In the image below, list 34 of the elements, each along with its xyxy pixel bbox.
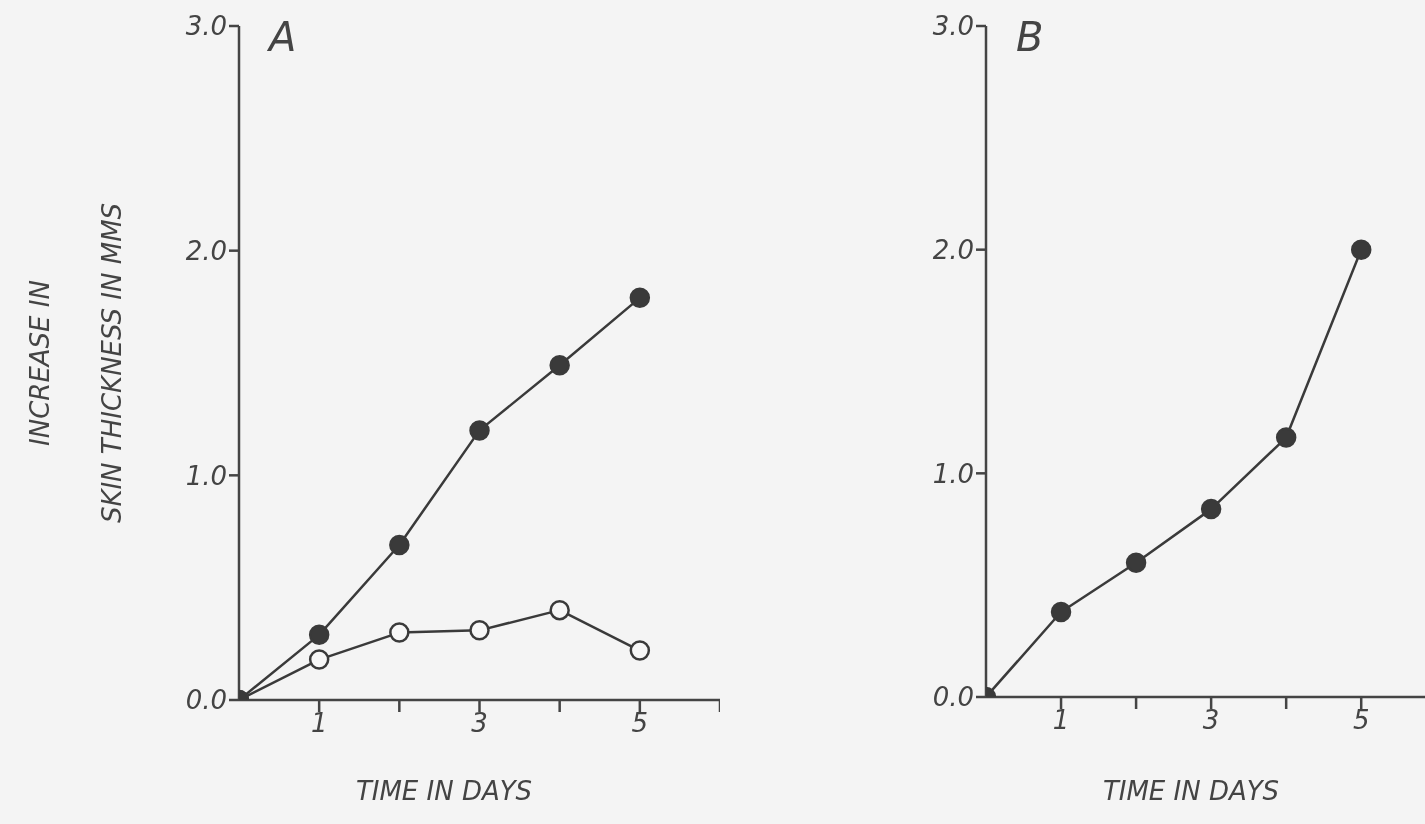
y-tick-label: 3.0 — [932, 11, 974, 42]
x-tick-label: 1 — [1052, 705, 1070, 736]
x-tick-label: 3 — [471, 708, 488, 739]
text: INCREASE IN SKIN THICKNESS IN MMS — [25, 202, 127, 524]
x-tick-label: 5 — [1352, 705, 1370, 736]
y-tick-label: 3.0 — [185, 11, 227, 42]
x-tick-label: 3 — [1202, 705, 1220, 736]
point — [1050, 601, 1072, 623]
point — [1350, 239, 1372, 260]
y-tick-label: 2.0 — [932, 234, 974, 265]
y-tick-label: 0.0 — [932, 682, 974, 713]
y-tick-label: 1.0 — [932, 458, 974, 489]
point — [549, 355, 570, 376]
point — [389, 622, 410, 643]
point — [629, 287, 651, 309]
y-tick-label: 1.0 — [185, 460, 227, 491]
point — [389, 534, 410, 556]
point — [469, 420, 490, 441]
point — [308, 649, 330, 670]
point — [629, 640, 651, 661]
x-axis-title: TIME IN DAYS — [1101, 776, 1281, 806]
y-tick-label: 0.0 — [185, 685, 227, 716]
point — [549, 599, 570, 621]
x-axis-title: TIME IN DAYS — [354, 776, 534, 806]
point — [1200, 498, 1222, 520]
chart-title: B — [1016, 14, 1044, 60]
x-tick-label: 1 — [310, 708, 328, 739]
point — [469, 620, 490, 641]
y-tick-label: 2.0 — [185, 235, 227, 266]
x-tick-label: 5 — [631, 708, 649, 739]
point — [1275, 427, 1297, 448]
point — [308, 624, 330, 646]
point — [1125, 552, 1147, 574]
chart-title: A — [269, 14, 297, 60]
